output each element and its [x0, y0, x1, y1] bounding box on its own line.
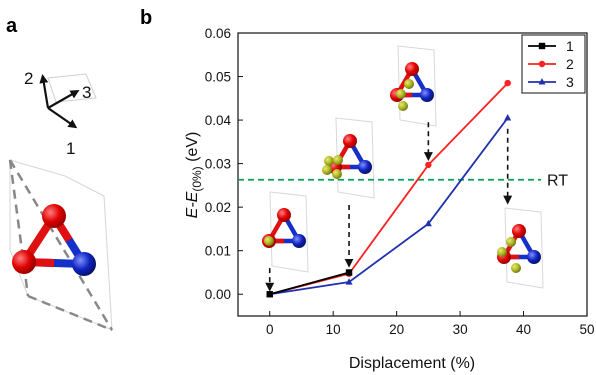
atom-olive [333, 155, 343, 165]
y-tick-label: 0.06 [205, 26, 231, 41]
atom-red [512, 224, 526, 238]
x-tick-label: 30 [453, 322, 468, 337]
atom-olive [264, 236, 274, 246]
y-tick-label: 0.04 [205, 113, 232, 128]
atom-olive [398, 101, 408, 111]
series-2 [266, 79, 511, 298]
rt-label: RT [547, 173, 568, 190]
series-line [269, 117, 509, 296]
y-tick-label: 0.02 [205, 200, 231, 215]
atom-blue [358, 160, 372, 174]
data-point [345, 269, 353, 276]
direction-label-1: 1 [66, 139, 75, 158]
molecule-inset [497, 207, 544, 289]
data-point [504, 114, 512, 121]
legend-label: 2 [566, 56, 574, 72]
direction-vectors: 2 3 1 [24, 69, 97, 158]
y-axis-label-main: E-E [184, 191, 201, 218]
legend-label: 3 [566, 74, 574, 90]
atom-olive [506, 237, 516, 247]
series-line [269, 271, 350, 296]
atom-red [277, 208, 291, 222]
atom-blue [527, 250, 541, 264]
series-line [269, 82, 509, 296]
direction-label-3: 3 [82, 83, 91, 102]
x-tick-label: 10 [326, 322, 341, 337]
x-axis-label: Displacement (%) [349, 355, 475, 372]
data-point [424, 219, 432, 227]
y-tick-label: 0.01 [205, 244, 231, 259]
x-tick-label: 50 [579, 322, 594, 337]
atom-olive [322, 165, 332, 175]
atom-olive [332, 169, 342, 179]
data-point [266, 291, 273, 298]
molecule-inset [322, 117, 375, 199]
data-point [425, 161, 432, 169]
x-tick-label: 40 [516, 322, 531, 337]
data-point [538, 78, 546, 85]
atom-blue [292, 234, 306, 248]
x-tick-label: 0 [266, 322, 274, 337]
y-ticks: 0.00 0.01 0.02 0.03 0.04 0.05 0.06 [205, 26, 243, 302]
atom-red [343, 134, 357, 148]
data-point [504, 79, 511, 87]
atom-olive [497, 247, 507, 257]
atom-blue [420, 88, 434, 102]
x-tick-label: 20 [389, 322, 404, 337]
x-ticks: 0 10 20 30 40 50 [266, 311, 595, 337]
data-point [538, 60, 546, 68]
data-point [538, 42, 546, 50]
atom-olive [404, 79, 414, 89]
data-point [345, 278, 353, 285]
molecule-inset [390, 45, 437, 127]
y-axis-label-sub: (0%) [190, 166, 204, 191]
atom-olive [511, 263, 521, 273]
molecule-insets [262, 45, 544, 289]
series-3 [266, 114, 512, 297]
legend-label: 1 [566, 38, 574, 54]
plot-frame [237, 32, 588, 317]
y-tick-label: 0.00 [205, 287, 231, 302]
y-tick-label: 0.03 [205, 157, 231, 172]
atom-olive [396, 89, 406, 99]
molecule-inset [262, 191, 309, 273]
y-tick-label: 0.05 [205, 70, 231, 85]
series-1 [266, 269, 353, 298]
y-axis-label-unit: (eV) [184, 132, 201, 167]
series-group [266, 79, 512, 298]
atom-red [405, 62, 419, 76]
triangle-molecule-a [8, 159, 114, 332]
direction-label-2: 2 [24, 69, 33, 88]
panel-b-letter: b [140, 7, 152, 29]
atom-olive [324, 156, 334, 166]
legend: 1 2 3 [521, 34, 586, 94]
annotation-arrows [265, 122, 513, 292]
chart: 0.00 0.01 0.02 0.03 0.04 0.05 0.06 0 10 20 30 40 50… [184, 26, 595, 372]
panel-a-letter: a [6, 15, 18, 37]
y-axis-label: E-E(0%) (eV) [184, 132, 204, 219]
